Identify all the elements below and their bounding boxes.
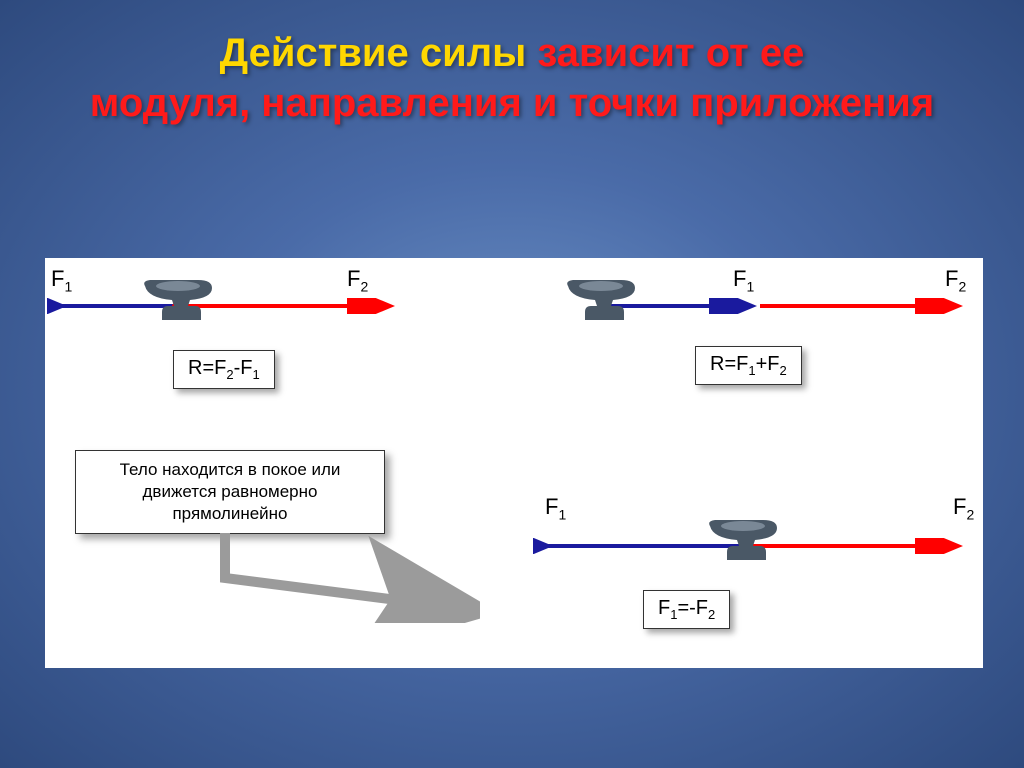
connector-arrow <box>220 528 480 623</box>
label-f1-b: F1 <box>733 266 754 294</box>
title-part2: зависит от ее <box>537 31 804 75</box>
label-f1-c: F1 <box>545 494 566 522</box>
formula-add: R=F1+F2 <box>695 346 802 385</box>
title-part1: Действие силы <box>220 31 538 75</box>
label-f2-a: F2 <box>347 266 368 294</box>
title-line2: модуля, направления и точки приложения <box>90 81 934 125</box>
anvil-icon-a <box>140 276 215 324</box>
label-f2-c: F2 <box>953 494 974 522</box>
formula-subtract: R=F2-F1 <box>173 350 275 389</box>
label-f1-a: F1 <box>51 266 72 294</box>
arrow-f2-right-b <box>757 298 967 314</box>
slide-title: Действие силы зависит от ее модуля, напр… <box>0 0 1024 128</box>
anvil-icon-c <box>705 516 780 564</box>
diagram-panel: F1 F2 R=F2-F1 F1 F2 R=F1+F2 Тело находит… <box>45 258 983 668</box>
label-f2-b: F2 <box>945 266 966 294</box>
formula-equal: F1=-F2 <box>643 590 730 629</box>
anvil-icon-b <box>563 276 638 324</box>
equilibrium-textbox: Тело находится в покое или движется равн… <box>75 450 385 534</box>
